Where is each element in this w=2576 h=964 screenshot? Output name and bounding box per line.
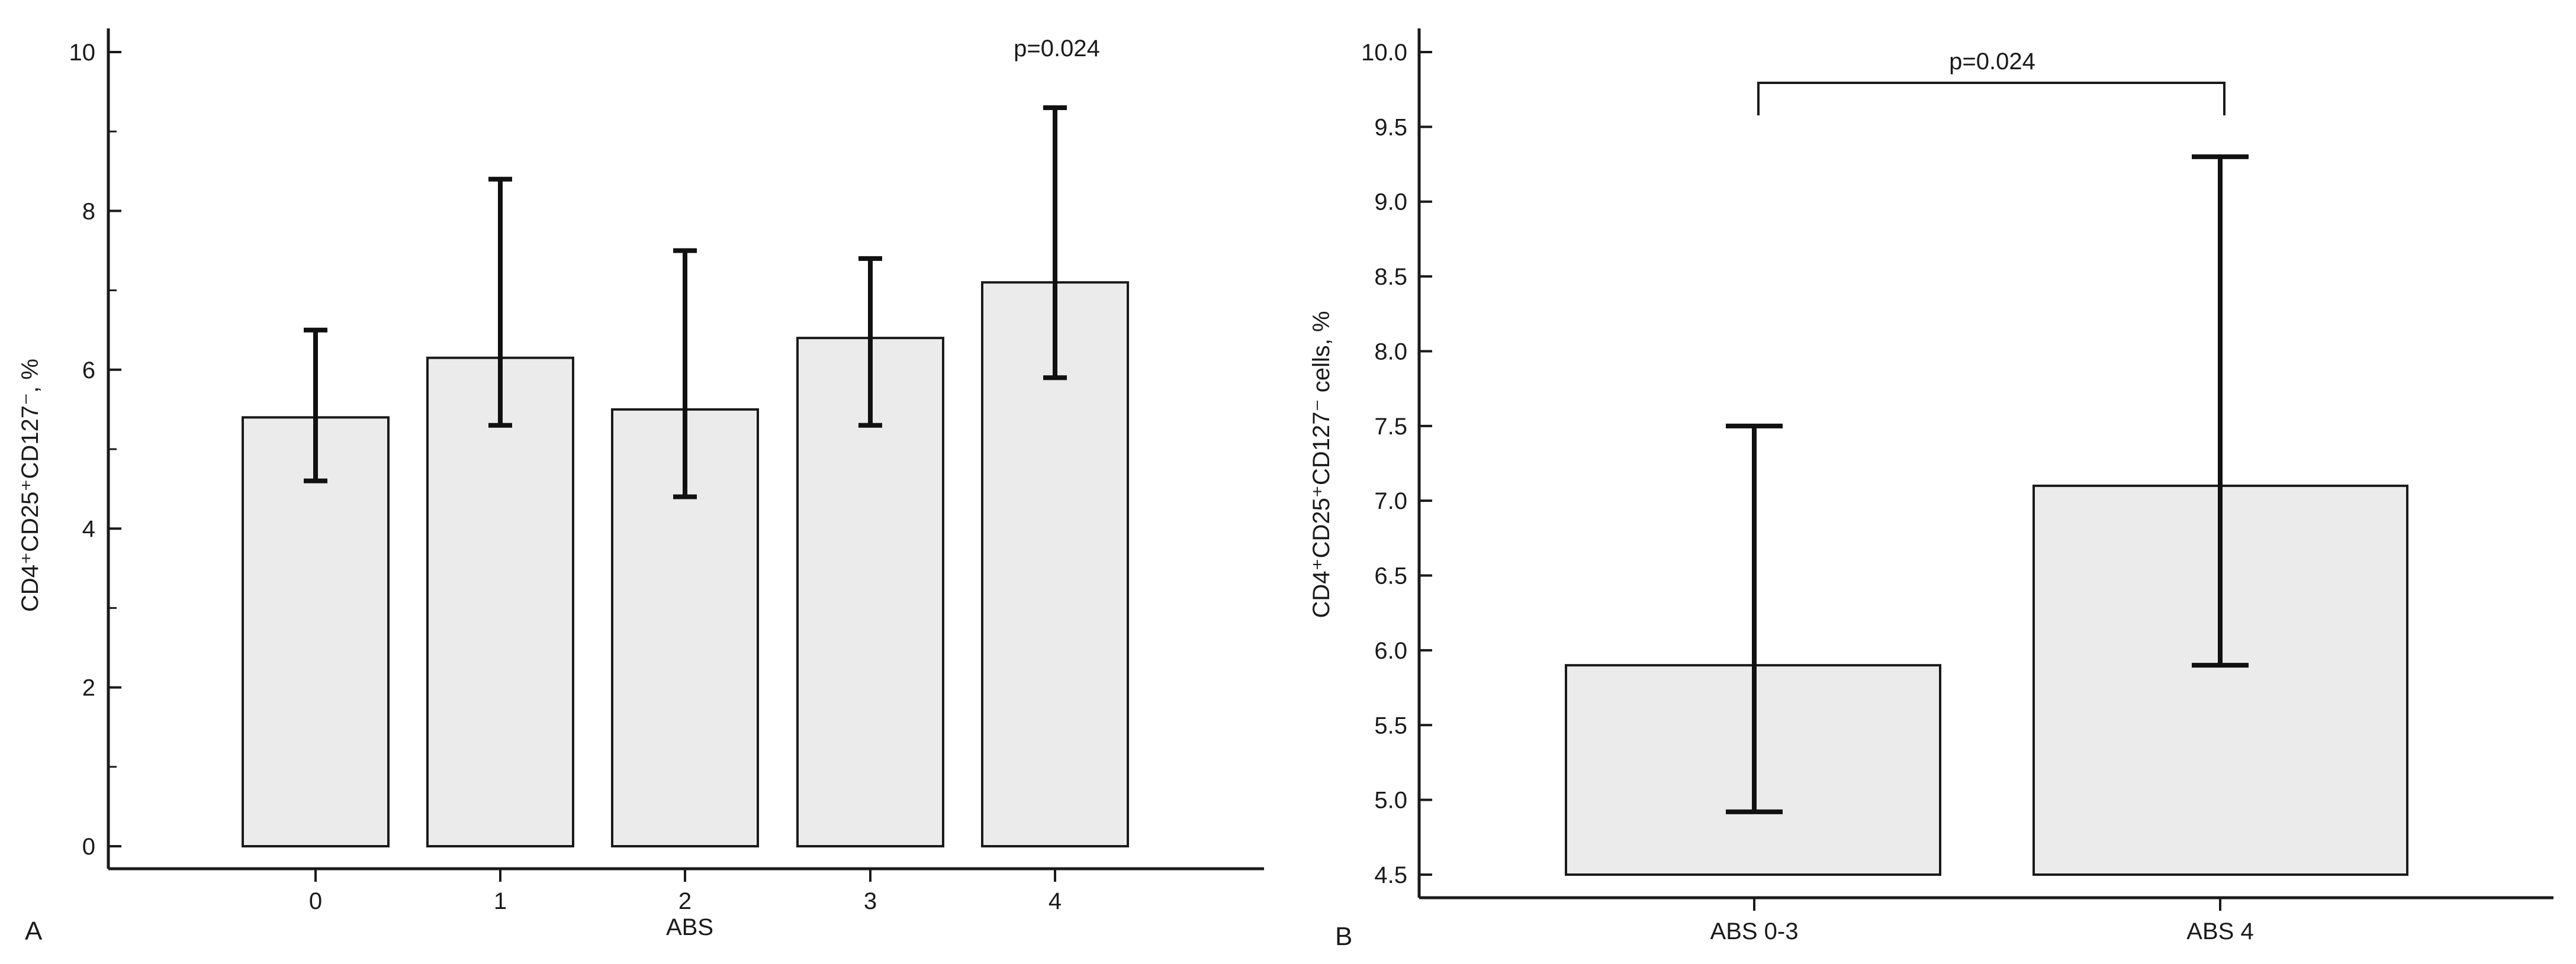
panel-a: 0 2 4 6 8 10 0 1 2 3 4 p=0.024 ABS CD4⁺CD25⁺CD127… (17, 28, 1264, 946)
panel-b-y-tick-label: 8.0 (1374, 338, 1407, 365)
panel-a-x-tick-label: 3 (864, 888, 877, 914)
panel-b-y-tick-label: 7.0 (1374, 488, 1407, 514)
panel-a-x-axis-label: ABS (666, 914, 713, 940)
panel-b-y-tick-label: 9.0 (1374, 189, 1407, 215)
panel-b-y-tick-label: 7.5 (1374, 414, 1407, 440)
panel-a-y-tick-label: 10 (69, 40, 96, 66)
panel-b-error-bars (1726, 154, 2249, 814)
panel-b-y-tick-label: 6.5 (1374, 563, 1407, 589)
panel-b-x-tick-label: ABS 0-3 (1710, 918, 1799, 944)
panel-b: 4.5 5.0 5.5 6.0 6.5 7.0 7.5 8.0 8.5 9.0 9.5 10.0 AB… (1308, 28, 2554, 951)
panel-b-label: B (1335, 922, 1352, 951)
panel-b-y-tick-label: 6.0 (1374, 638, 1407, 664)
panel-a-y-tick-label: 6 (82, 357, 95, 383)
panel-a-y-tick-label: 4 (82, 516, 95, 542)
panel-b-y-tick-label: 5.5 (1374, 712, 1407, 739)
panel-b-bars (1565, 484, 2408, 876)
panel-b-y-ticks: 4.5 5.0 5.5 6.0 6.5 7.0 7.5 8.0 8.5 9.0 9.5 10.0 (1361, 40, 1432, 888)
panel-b-y-tick-label: 8.5 (1374, 264, 1407, 290)
panel-a-x-ticks: 0 1 2 3 4 (309, 869, 1062, 914)
panel-b-y-tick-label: 4.5 (1374, 862, 1407, 888)
panel-a-label: A (25, 917, 43, 946)
panel-a-error-bars (304, 105, 1067, 499)
panel-b-x-tick-label: ABS 4 (2186, 918, 2253, 944)
panel-a-y-tick-label: 0 (82, 834, 95, 860)
panel-b-x-ticks: ABS 0-3 ABS 4 (1710, 898, 2254, 944)
panel-b-y-tick-label: 9.5 (1374, 114, 1407, 140)
panel-a-y-ticks: 0 2 4 6 8 10 (69, 40, 121, 860)
panel-a-x-tick-label: 1 (494, 888, 507, 914)
panel-a-y-tick-label: 2 (82, 675, 95, 701)
panel-a-bar-1 (426, 356, 574, 847)
panel-a-p-value: p=0.024 (1014, 36, 1100, 62)
panel-b-axes (1417, 28, 2554, 899)
panel-a-bar-0 (242, 416, 390, 847)
panel-a-x-tick-label: 0 (309, 888, 322, 914)
panel-b-p-value: p=0.024 (1949, 49, 2035, 75)
panel-b-y-axis-label: CD4⁺CD25⁺CD127⁻ cells, % (1308, 311, 1334, 618)
panel-b-significance-bracket (1757, 82, 2226, 115)
panel-a-axes (107, 28, 1264, 870)
panel-a-bar-2 (611, 408, 759, 847)
panel-b-y-tick-label: 10.0 (1361, 40, 1407, 66)
panel-a-y-axis-label: CD4⁺CD25⁺CD127⁻, % (17, 359, 43, 612)
panel-a-x-tick-label: 4 (1049, 888, 1062, 914)
panel-a-y-tick-label: 8 (82, 198, 95, 224)
panel-b-y-tick-label: 5.0 (1374, 788, 1407, 814)
panel-a-x-tick-label: 2 (678, 888, 692, 914)
